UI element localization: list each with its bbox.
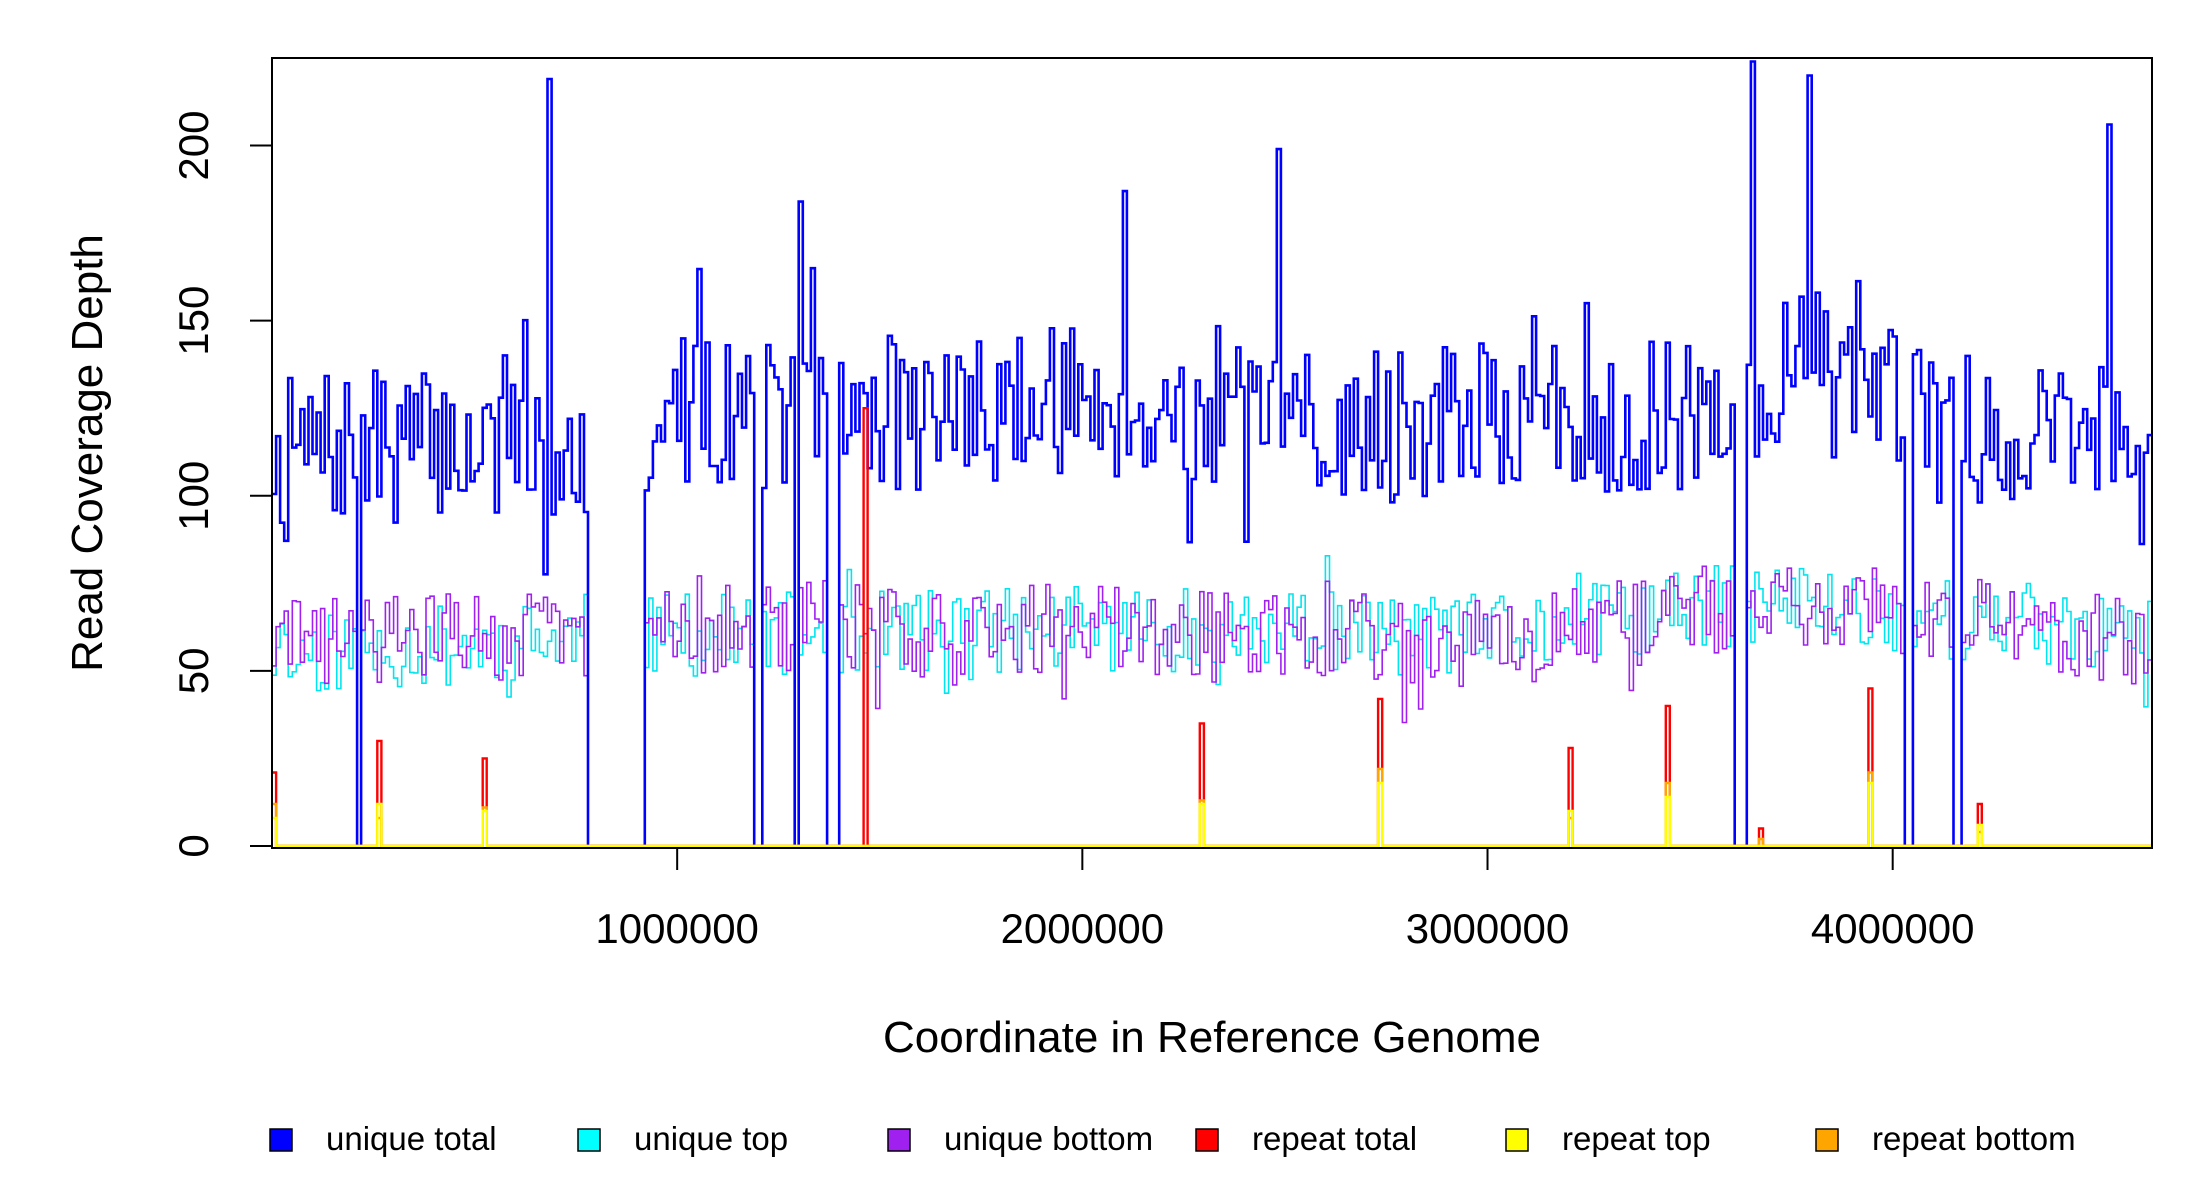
plot-frame bbox=[271, 57, 2153, 849]
x-tick-label: 1000000 bbox=[595, 905, 759, 952]
y-tick-label: 200 bbox=[170, 111, 217, 181]
legend-label: unique bottom bbox=[944, 1120, 1153, 1157]
legend: unique total unique top unique bottom repea… bbox=[269, 1120, 2076, 1157]
legend-item-repeat-total: repeat total bbox=[1195, 1120, 1417, 1157]
legend-label: repeat total bbox=[1252, 1120, 1417, 1157]
y-axis-label: Read Coverage Depth bbox=[63, 234, 112, 672]
x-tick-label: 4000000 bbox=[1811, 905, 1975, 952]
legend-swatch bbox=[1505, 1128, 1529, 1152]
legend-swatch bbox=[1195, 1128, 1219, 1152]
y-axis: 0 50 100 150 200 bbox=[170, 111, 272, 858]
legend-swatch bbox=[887, 1128, 911, 1152]
x-tick-label: 3000000 bbox=[1406, 905, 1570, 952]
series-line-repeat-bottom bbox=[272, 767, 2152, 848]
x-axis: 1000000 2000000 3000000 4000000 bbox=[595, 848, 1974, 952]
x-tick-label: 2000000 bbox=[1001, 905, 1165, 952]
y-tick-label: 150 bbox=[170, 286, 217, 356]
series-layer bbox=[272, 60, 2152, 848]
legend-item-unique-top: unique top bbox=[577, 1120, 788, 1157]
legend-swatch bbox=[1815, 1128, 1839, 1152]
legend-item-unique-bottom: unique bottom bbox=[887, 1120, 1153, 1157]
y-tick-label: 0 bbox=[170, 834, 217, 857]
x-axis-label: Coordinate in Reference Genome bbox=[883, 1013, 1541, 1062]
legend-label: unique top bbox=[634, 1120, 788, 1157]
legend-label: repeat bottom bbox=[1872, 1120, 2076, 1157]
legend-item-unique-total: unique total bbox=[269, 1120, 497, 1157]
legend-label: repeat top bbox=[1562, 1120, 1711, 1157]
y-tick-label: 100 bbox=[170, 461, 217, 531]
legend-item-repeat-bottom: repeat bottom bbox=[1815, 1120, 2076, 1157]
legend-label: unique total bbox=[326, 1120, 497, 1157]
legend-item-repeat-top: repeat top bbox=[1505, 1120, 1711, 1157]
legend-swatch bbox=[577, 1128, 601, 1152]
series-line-unique-bottom bbox=[272, 565, 2152, 847]
legend-swatch bbox=[269, 1128, 293, 1152]
y-tick-label: 50 bbox=[170, 648, 217, 695]
series-line-unique-total bbox=[272, 60, 2152, 848]
series-line-repeat-top bbox=[272, 781, 2152, 848]
